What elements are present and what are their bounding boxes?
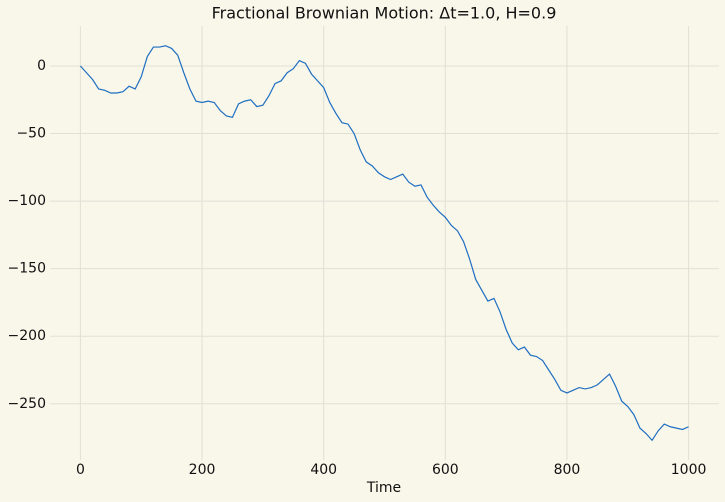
x-tick-label: 600: [432, 462, 459, 478]
y-tick-label: 0: [37, 58, 46, 74]
x-tick-label: 1000: [671, 462, 707, 478]
y-tick-label: −250: [8, 396, 46, 412]
y-tick-label: −150: [8, 261, 46, 277]
data-line: [79, 45, 689, 442]
x-tick-label: 0: [76, 462, 85, 478]
x-tick-label: 200: [189, 462, 216, 478]
x-tick-label: 800: [554, 462, 581, 478]
x-tick-label: 400: [310, 462, 337, 478]
chart-title: Fractional Brownian Motion: Δt=1.0, H=0.…: [212, 4, 557, 23]
y-tick-label: −100: [8, 193, 46, 209]
y-tick-label: −200: [8, 328, 46, 344]
y-tick-label: −50: [16, 126, 46, 142]
x-axis-label: Time: [366, 480, 401, 496]
